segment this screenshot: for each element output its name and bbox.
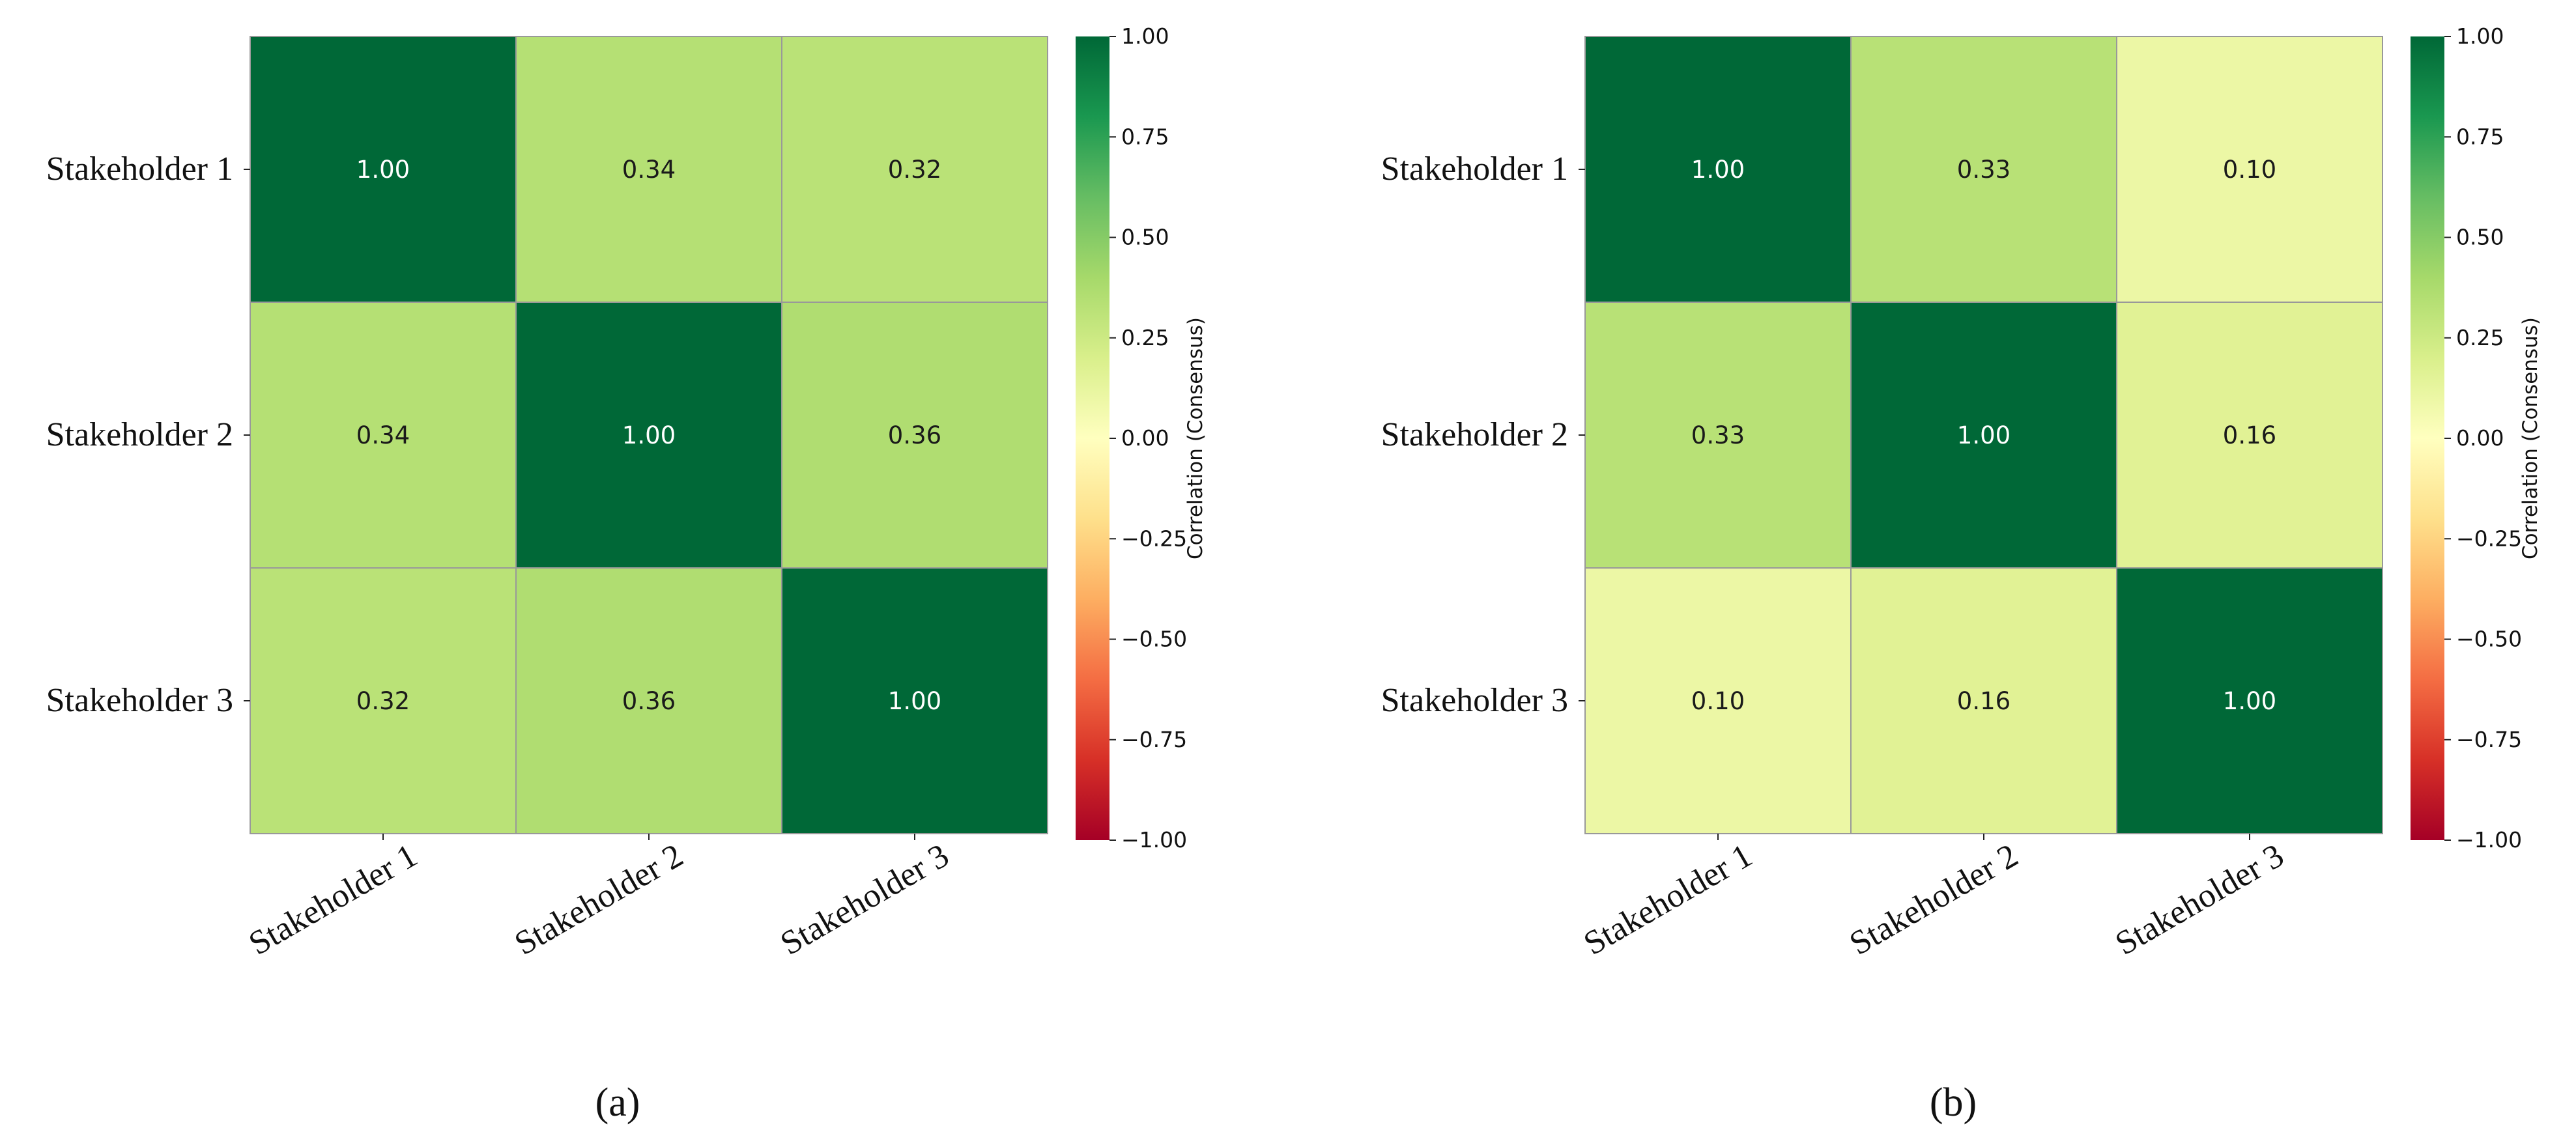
- cell-value-label: 0.36: [888, 421, 941, 449]
- cell-value-label: 1.00: [622, 421, 676, 449]
- heatmap-cell: [250, 302, 517, 569]
- cell-value-label: 1.00: [356, 156, 410, 184]
- colorbar-tick-label: −0.25: [1121, 526, 1187, 551]
- y-tick-label: Stakeholder 2: [1381, 416, 1568, 453]
- heatmap-cell: [515, 302, 782, 569]
- heatmap-cell: [250, 36, 517, 303]
- heatmap-cell: [1850, 567, 2117, 834]
- cell-value-label: 0.10: [2223, 156, 2276, 184]
- panel-label: (b): [1930, 1080, 1977, 1125]
- colorbar-fill: [1076, 36, 1109, 840]
- cell-value-label: 1.00: [1691, 156, 1745, 184]
- cell-value-label: 0.32: [888, 156, 941, 184]
- colorbar-tick-label: 0.25: [2456, 325, 2504, 350]
- x-tick-label: Stakeholder 3: [775, 837, 955, 963]
- heatmap-cell: [2116, 302, 2383, 569]
- cell-value-label: 0.36: [622, 687, 676, 715]
- cell-value-label: 1.00: [888, 687, 941, 715]
- colorbar-tick-label: −0.50: [1121, 627, 1187, 652]
- colorbar-tick-label: −0.75: [1121, 727, 1187, 752]
- colorbar-label: Correlation (Consensus): [2519, 317, 2542, 559]
- cell-value-label: 0.34: [356, 421, 410, 449]
- colorbar-tick-label: 1.00: [2456, 23, 2504, 49]
- colorbar-tick-label: −1.00: [1121, 827, 1187, 853]
- x-tick-label: Stakeholder 3: [2110, 837, 2290, 963]
- y-tick-label: Stakeholder 1: [1381, 150, 1568, 188]
- cell-value-label: 0.10: [1691, 687, 1745, 715]
- panel-label: (a): [595, 1080, 640, 1125]
- heatmap-cell: [1584, 36, 1852, 303]
- y-tick-label: Stakeholder 2: [46, 416, 233, 453]
- heatmap-cell: [781, 302, 1048, 569]
- colorbar-tick-label: 0.50: [1121, 225, 1169, 250]
- colorbar-tick-label: −0.75: [2456, 727, 2522, 752]
- heatmap-panel-b: 1.00 0.33 0.10 0.33 1.00 0.16 0.10 0.16 1.00 Stak…: [1381, 23, 2542, 1125]
- heatmap-cell: [515, 567, 782, 834]
- cell-value-label: 1.00: [2223, 687, 2276, 715]
- heatmap-cell: [2116, 36, 2383, 303]
- x-tick-label: Stakeholder 2: [509, 837, 689, 963]
- colorbar-tick-label: 0.75: [2456, 124, 2504, 149]
- x-tick-label: Stakeholder 1: [243, 837, 423, 963]
- cell-value-label: 1.00: [1957, 421, 2011, 449]
- colorbar-tick-label: 0.25: [1121, 325, 1169, 350]
- x-tick-label: Stakeholder 1: [1578, 837, 1758, 963]
- colorbar-tick-label: −1.00: [2456, 827, 2522, 853]
- colorbar-label: Correlation (Consensus): [1184, 317, 1207, 559]
- heatmap-cell: [2116, 567, 2383, 834]
- cell-value-label: 0.33: [1691, 421, 1745, 449]
- colorbar-tick-label: 0.75: [1121, 124, 1169, 149]
- heatmap-cell: [1850, 302, 2117, 569]
- heatmap-cell: [515, 36, 782, 303]
- cell-value-label: 0.34: [622, 156, 676, 184]
- heatmap-cell: [1850, 36, 2117, 303]
- colorbar: 1.00 0.75 0.50 0.25 0.00 −0.25 −0.50 −0.75 −1.00…: [1076, 23, 1207, 853]
- x-tick-label: Stakeholder 2: [1844, 837, 2024, 963]
- heatmap-panel-a: 1.00 0.34 0.32 0.34 1.00 0.36 0.32 0.36 1.00 Stak…: [46, 23, 1207, 1125]
- colorbar-tick-label: 1.00: [1121, 23, 1169, 49]
- heatmap-cell: [781, 36, 1048, 303]
- colorbar-tick-label: 0.00: [2456, 425, 2504, 451]
- cell-value-label: 0.32: [356, 687, 410, 715]
- y-tick-label: Stakeholder 1: [46, 150, 233, 188]
- cell-value-label: 0.16: [2223, 421, 2276, 449]
- y-tick-label: Stakeholder 3: [1381, 682, 1568, 719]
- colorbar-tick-label: 0.50: [2456, 225, 2504, 250]
- colorbar: 1.00 0.75 0.50 0.25 0.00 −0.25 −0.50 −0.75 −1.00…: [2411, 23, 2542, 853]
- colorbar-fill: [2411, 36, 2444, 840]
- cell-value-label: 0.33: [1957, 156, 2011, 184]
- colorbar-tick-label: −0.25: [2456, 526, 2522, 551]
- heatmap-cell: [250, 567, 517, 834]
- y-tick-label: Stakeholder 3: [46, 682, 233, 719]
- colorbar-tick-label: −0.50: [2456, 627, 2522, 652]
- colorbar-tick-label: 0.00: [1121, 425, 1169, 451]
- cell-value-label: 0.16: [1957, 687, 2011, 715]
